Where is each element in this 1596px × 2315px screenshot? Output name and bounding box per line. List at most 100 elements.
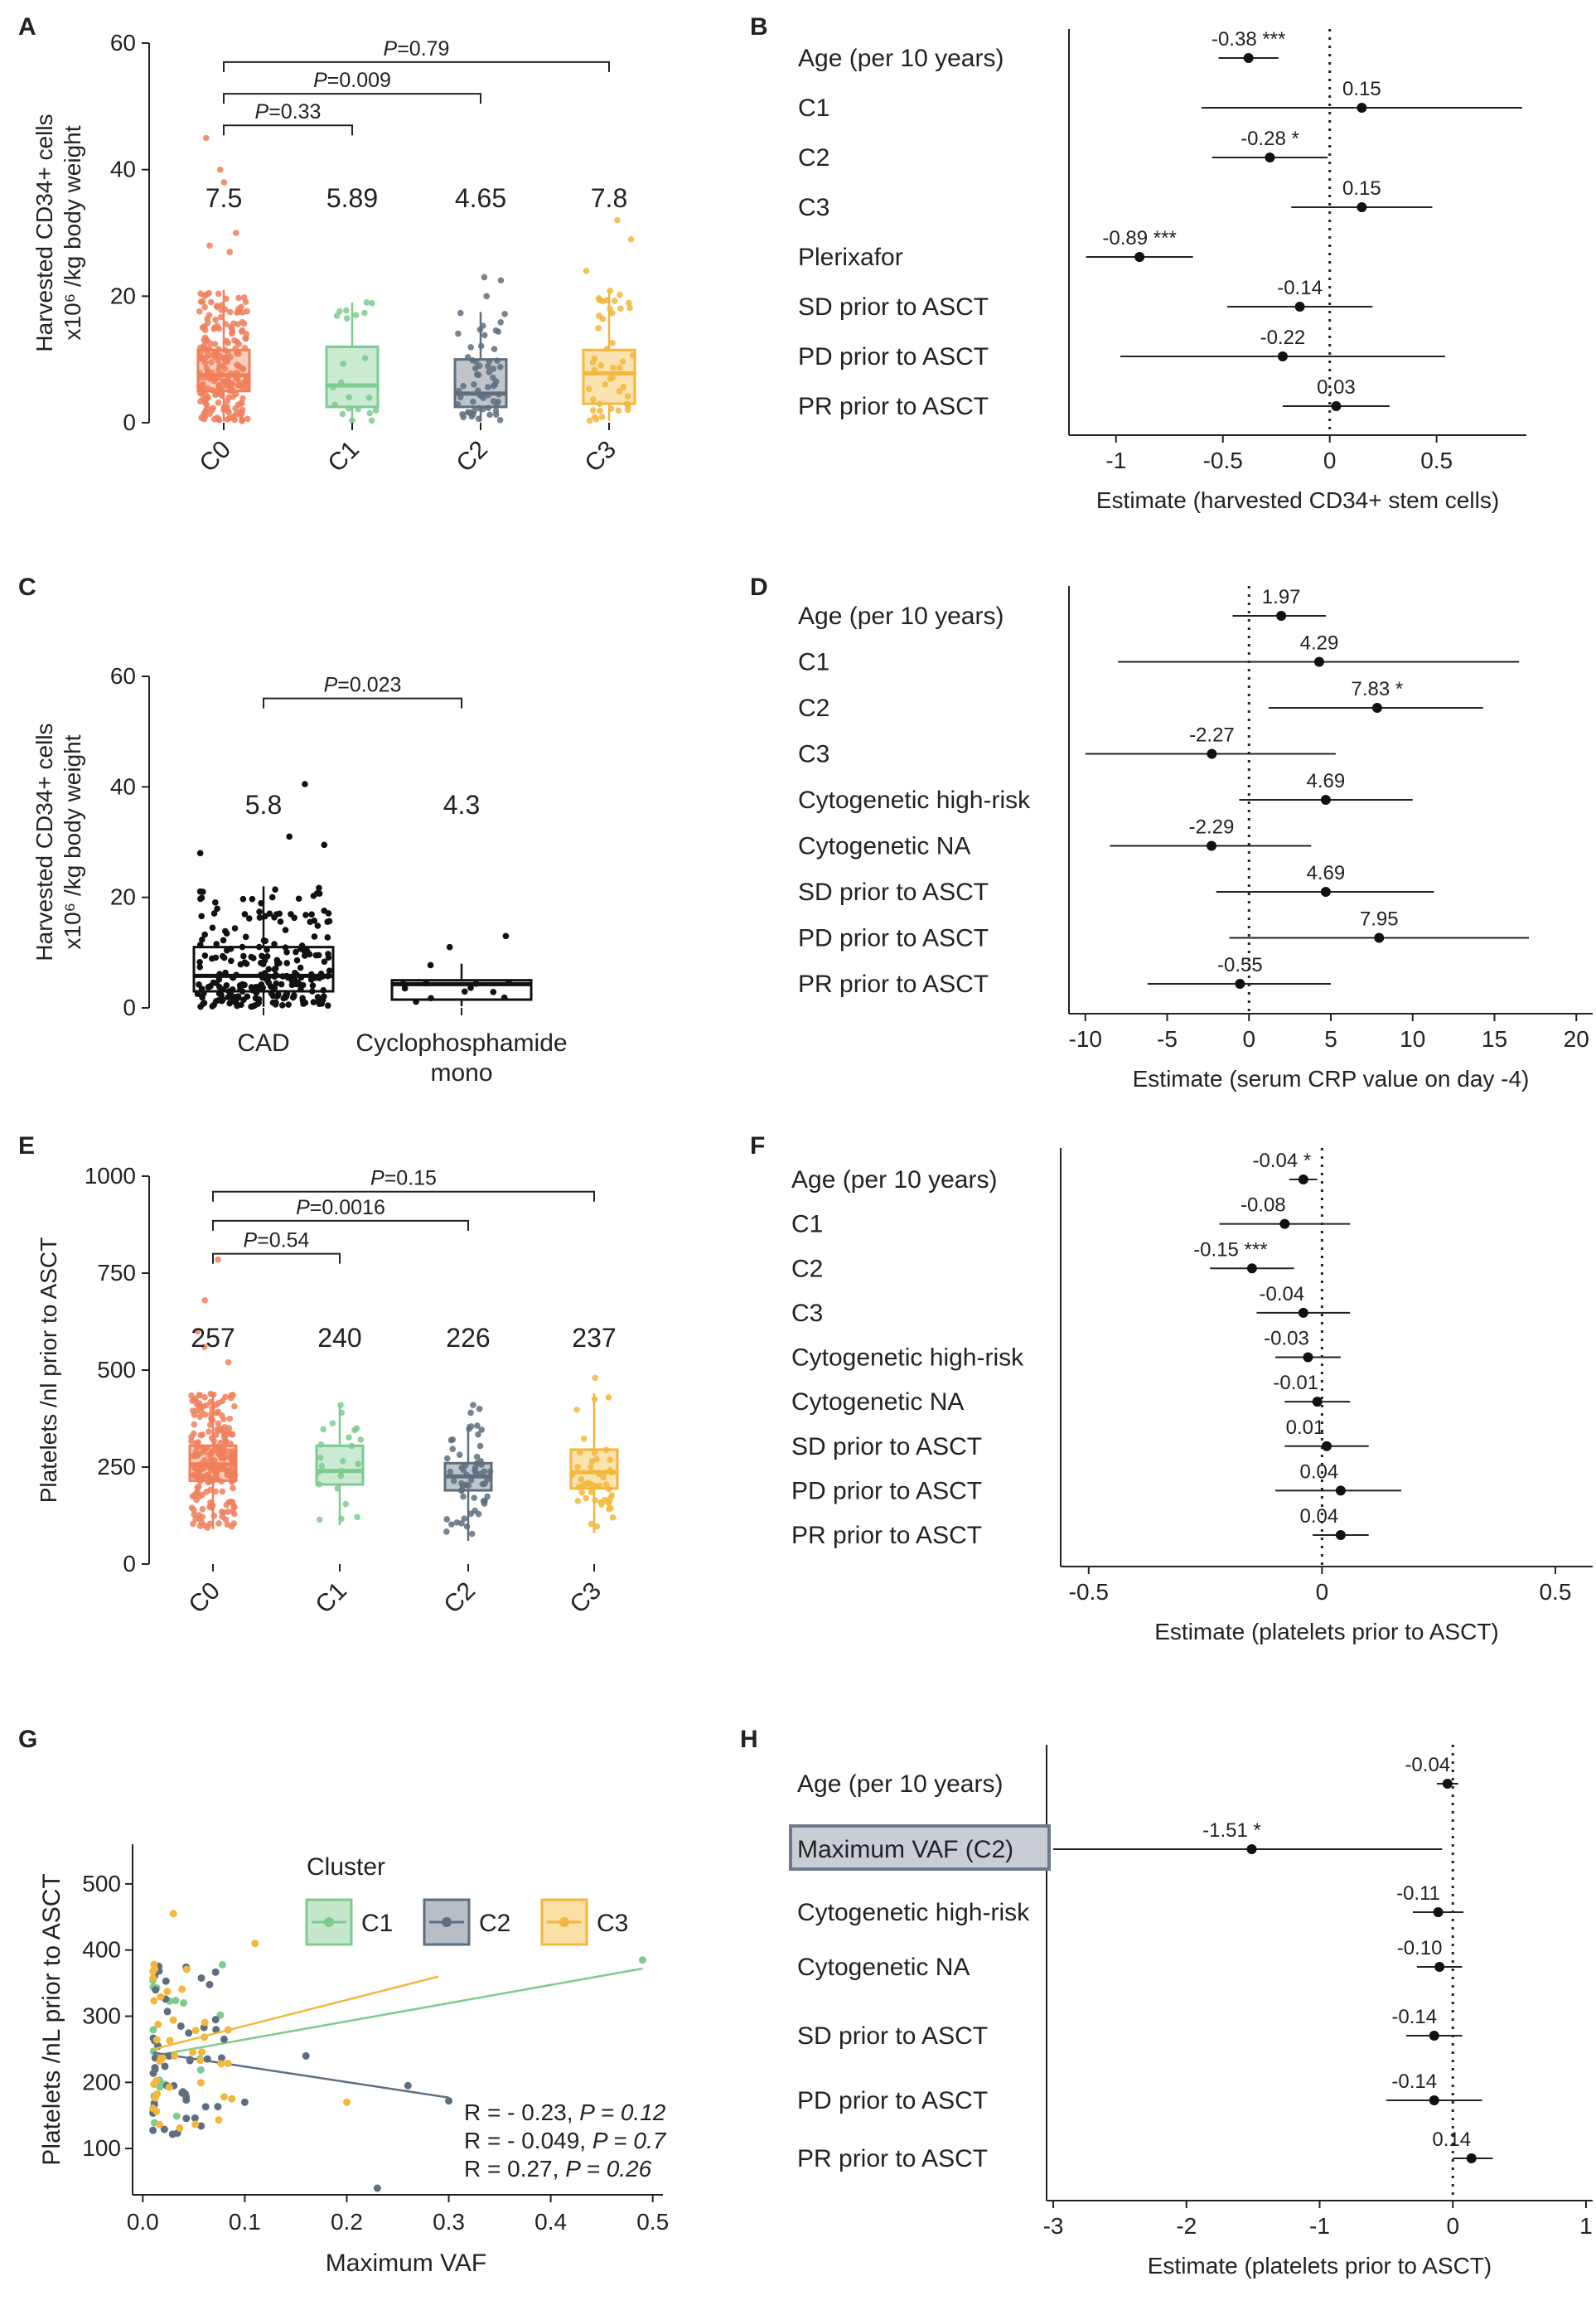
data-point [615,407,622,414]
data-point [238,400,245,407]
y-tick-label: 500 [97,1357,136,1383]
data-point [603,346,611,352]
row-label: PR prior to ASCT [798,971,989,998]
forest-row: Age (per 10 years) 1.97 [798,586,1327,630]
row-label: C3 [798,741,829,768]
data-point [234,370,241,376]
data-point [203,134,210,142]
x-tick-label: 0 [1242,1026,1255,1052]
correlation-stat: R = - 0.23, P = 0.12 [464,2099,666,2125]
legend-label: C2 [479,1910,510,1937]
data-point [290,993,297,1000]
row-label: C3 [791,1300,823,1327]
data-point [204,315,210,322]
data-point [169,1910,177,1918]
data-point [214,905,220,913]
data-point [456,1451,463,1459]
data-point [209,924,216,932]
data-point [597,362,604,369]
median-value: 7.8 [591,183,627,213]
panel-label: H [740,1726,758,1753]
data-point [239,327,246,334]
data-point [611,298,618,304]
box-C3 [582,216,636,424]
x-tick-label: -1 [1309,2213,1330,2239]
estimate-value: -0.10 [1397,1937,1443,1959]
data-point [220,179,228,186]
data-point [198,894,206,902]
data-point [470,398,476,405]
data-point [293,971,301,979]
data-point [589,407,597,414]
data-point [326,967,333,974]
data-point [609,339,616,346]
data-point [223,382,230,389]
data-point [223,1431,230,1438]
data-point [477,342,485,350]
data-point [626,299,632,307]
data-point [239,409,245,417]
data-point [218,1509,225,1515]
data-point [588,1458,596,1465]
estimate-point [1243,53,1254,63]
y-label-line: x10⁶ /kg body weight [60,734,85,949]
data-point [463,1471,470,1478]
forest-row: Cytogenetic NA -0.01 [791,1372,1351,1416]
significance-bracket: P=0.023 [263,674,462,709]
panel-D: -10 -5 0 5 10 15 20 Estimate (serum CRP value o… [798,586,1593,1092]
data-point [467,985,474,991]
data-point [199,936,206,943]
x-tick-label: -5 [1157,1026,1178,1052]
data-point [446,943,453,951]
data-point [230,1392,236,1398]
data-point [317,1516,323,1523]
data-point [165,2083,173,2091]
data-point [293,948,299,956]
p-letter: P [255,100,269,123]
data-point [212,1401,220,1408]
data-point [234,309,240,317]
data-point [288,981,296,989]
data-point [457,394,464,401]
data-point [619,358,626,365]
data-point [502,932,510,940]
data-point [307,918,314,926]
data-point [213,1410,220,1417]
data-point [238,1001,244,1008]
data-point [467,344,474,351]
estimate-value: -0.11 [1396,1882,1440,1905]
data-point [568,1471,576,1479]
data-point [216,2011,225,2019]
data-point [196,1413,204,1421]
data-point [234,361,240,368]
data-point [333,312,341,319]
estimate-point [1357,202,1367,212]
data-point [483,293,490,300]
data-point [593,1455,600,1463]
row-label: Age (per 10 years) [798,603,1004,630]
p-value: P=0.79 [384,37,450,61]
x-tick-label: -2 [1176,2213,1197,2239]
significance-bracket: P=0.009 [223,69,481,104]
data-point [162,1977,170,1985]
box-C2 [453,274,508,424]
panel-E: 0 250 500 750 1000 Platelets /nl prior to ASC… [36,1163,619,1619]
estimate-point [1235,979,1245,989]
data-point [196,1392,203,1399]
data-point [596,400,603,408]
data-point [208,359,215,366]
forest-row: C3 0.15 [798,177,1433,221]
data-point [602,380,609,388]
data-point [342,2098,351,2106]
y-label-line: Harvested CD34+ cells [31,723,57,961]
legend-label: C3 [597,1910,628,1937]
data-point [229,387,235,394]
data-point [204,368,211,375]
data-point [215,996,222,1004]
data-point [207,375,214,382]
data-point [485,363,491,370]
data-point [600,1474,607,1481]
data-point [297,964,304,971]
data-point [191,1506,197,1513]
y-tick-label: 750 [97,1260,136,1286]
